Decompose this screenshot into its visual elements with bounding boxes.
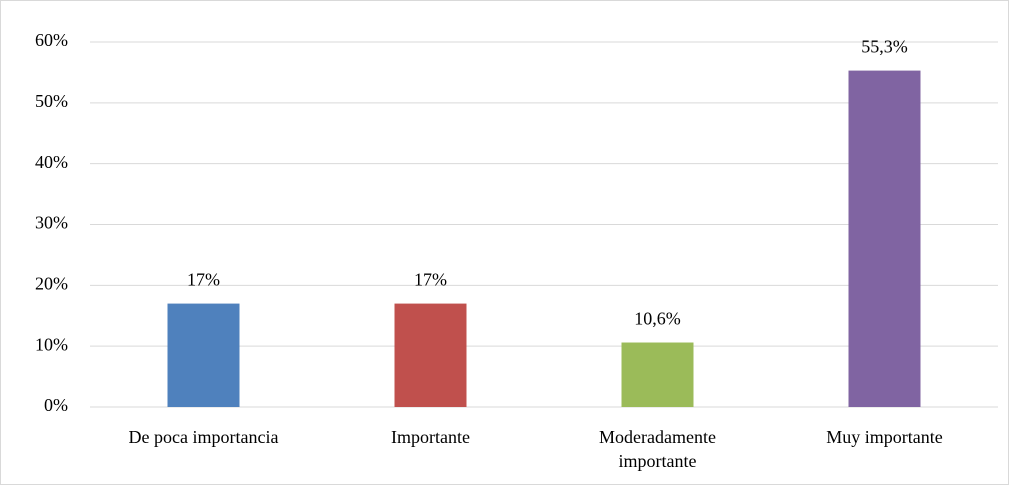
bar — [394, 303, 467, 407]
bar — [848, 70, 921, 407]
bar — [167, 303, 240, 407]
x-tick-label: Moderadamente importante — [599, 427, 716, 471]
x-tick-label: De poca importancia — [128, 427, 279, 447]
value-label: 17% — [414, 270, 447, 290]
y-tick-label: 10% — [35, 334, 68, 354]
y-tick-label: 60% — [35, 30, 68, 50]
x-tick-label: Muy importante — [826, 427, 943, 447]
value-label: 10,6% — [634, 309, 681, 329]
y-tick-label: 50% — [35, 91, 68, 111]
y-tick-label: 20% — [35, 273, 68, 293]
y-tick-label: 0% — [44, 395, 68, 415]
y-tick-label: 40% — [35, 152, 68, 172]
y-tick-label: 30% — [35, 213, 68, 233]
value-label: 17% — [187, 270, 220, 290]
bar — [621, 342, 694, 407]
x-tick-label: Importante — [391, 427, 470, 447]
value-label: 55,3% — [861, 37, 908, 57]
